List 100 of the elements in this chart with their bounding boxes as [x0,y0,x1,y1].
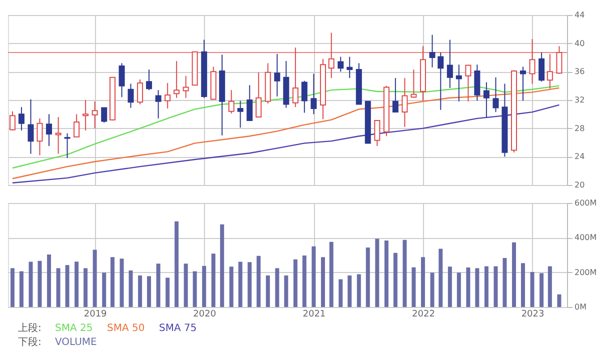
bar [366,248,370,307]
bar [384,240,388,307]
bar [420,257,425,307]
bar [202,266,206,307]
y-tick-label: 32 [574,96,585,104]
candlestick [492,76,499,113]
candlestick [274,53,280,97]
bar [28,262,33,307]
candlestick [456,64,462,102]
bar [484,266,488,307]
bar [540,273,544,307]
candlestick [74,114,80,138]
bar [128,270,133,307]
candlestick [346,56,353,79]
y-tick-label: 36 [574,67,585,76]
candlestick [82,100,89,131]
bar [438,248,443,307]
bar [138,275,142,307]
bar [430,272,434,307]
candlestick [237,100,244,128]
candlestick [46,114,52,147]
candlestick [164,82,171,109]
candlestick [310,73,317,115]
candlestick [256,72,262,118]
bar [229,266,234,307]
y-tick-label: 600M [574,198,597,208]
bar [412,267,416,307]
bar [530,272,534,307]
bar [84,268,88,307]
bar [110,257,114,307]
bar [38,260,42,307]
bar [356,274,361,307]
candlestick [301,80,308,114]
y-tick-label: 40 [574,38,585,48]
bar [238,262,242,307]
candlestick [465,64,472,102]
candlestick [392,78,398,113]
candlestick [146,69,152,91]
bar [520,263,525,307]
bar [466,267,470,307]
candlestick [374,120,380,147]
bar [19,271,24,307]
x-tick-label: 2019 [84,310,108,320]
bar [338,279,343,307]
candlestick [92,100,98,129]
candlestick [18,106,24,131]
candlestick [36,118,43,156]
bar [293,259,298,307]
bar [192,271,197,307]
candlestick [429,34,436,68]
y-tick-label: 20 [574,180,585,190]
candlestick [174,60,180,98]
text: SMA 75 [159,323,197,334]
bar [92,250,97,307]
bar [147,276,152,307]
candlestick [228,90,234,114]
bar [256,256,261,307]
y-tick-label: 0M [574,302,587,312]
candlestick [483,82,490,118]
candlestick [546,53,553,90]
candlestick [292,47,298,108]
bar [402,240,407,307]
candlestick [446,39,453,88]
candlestick [28,98,34,154]
x-tick-label: 2021 [302,310,326,320]
x-tick-label: 2023 [521,310,544,320]
bar [456,272,461,307]
candlestick [538,52,545,82]
bar [329,242,334,307]
bar [102,272,106,307]
candlestick [328,32,334,79]
bar [548,266,552,307]
bar [275,268,280,307]
candlestick [410,69,417,98]
candlestick [529,38,536,84]
bar [475,268,480,307]
candlestick [118,62,125,98]
bar [65,265,70,307]
candlestick [246,84,253,122]
bar [302,256,306,307]
x-tick-label: 2022 [412,310,435,320]
text: 上段: [18,322,42,334]
bar [512,242,516,307]
text: 下段: [18,336,42,348]
candlestick [9,110,16,131]
y-tick-label: 28 [574,124,585,133]
bar [211,254,216,307]
x-tick-label: 2020 [193,310,216,320]
y-tick-label: 200M [574,268,597,277]
y-tick-label: 400M [574,233,597,242]
bar [10,268,14,307]
bar [393,252,398,307]
bar [557,294,562,307]
bar [312,246,316,307]
bar [220,224,224,307]
candlestick [128,83,134,108]
bar [166,278,170,307]
candlestick [402,78,408,128]
bar [120,258,124,307]
line-series [12,104,560,184]
